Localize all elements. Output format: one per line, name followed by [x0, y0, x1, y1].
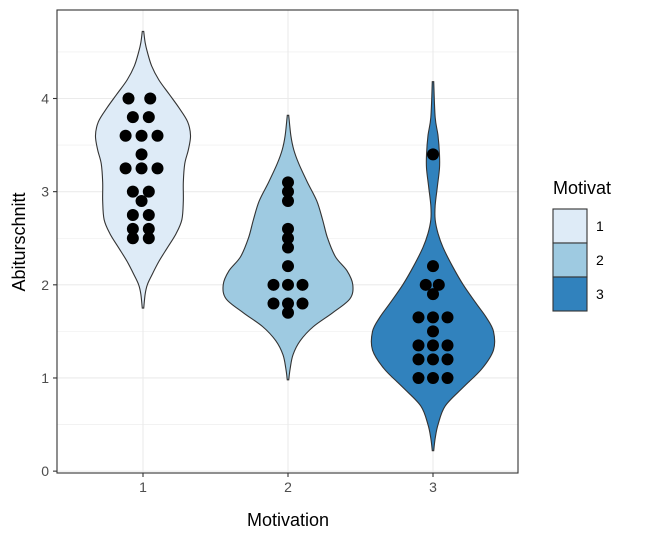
data-point: [427, 371, 439, 384]
data-point: [282, 297, 294, 310]
data-point: [441, 339, 454, 352]
data-point: [142, 111, 155, 124]
legend-label-2: 2: [596, 252, 604, 268]
data-point: [126, 111, 139, 124]
data-point: [419, 278, 432, 291]
data-point: [142, 208, 155, 221]
data-point: [126, 232, 139, 245]
point-layer: [119, 92, 454, 384]
x-tick-label: 2: [284, 479, 292, 495]
data-point: [427, 325, 439, 338]
data-point: [427, 353, 439, 366]
data-point: [282, 176, 294, 189]
data-point: [144, 92, 157, 105]
data-point: [412, 311, 425, 324]
data-point: [126, 208, 139, 221]
data-point: [282, 222, 294, 235]
data-point: [126, 185, 139, 198]
y-tick-label: 1: [41, 370, 49, 386]
data-point: [412, 353, 425, 366]
y-axis-title: Abiturschnitt: [9, 192, 29, 291]
legend-label-1: 1: [596, 218, 604, 234]
legend-items: 1 2 3: [552, 208, 604, 312]
legend-label-3: 3: [596, 286, 604, 302]
data-point: [135, 129, 148, 142]
x-tick-label: 1: [139, 479, 147, 495]
data-point: [119, 162, 132, 175]
legend-key-2: [552, 242, 588, 278]
data-point: [427, 260, 439, 273]
data-point: [151, 129, 164, 142]
y-tick-label: 3: [41, 184, 49, 200]
data-point: [282, 278, 294, 291]
data-point: [135, 148, 148, 161]
data-point: [282, 185, 294, 198]
data-point: [296, 278, 309, 291]
data-point: [142, 222, 155, 235]
data-point: [427, 288, 439, 301]
legend-title: Motivat: [553, 178, 611, 198]
x-tick-label: 3: [429, 479, 437, 495]
x-axis-title: Motivation: [247, 510, 329, 530]
data-point: [142, 185, 155, 198]
data-point: [412, 371, 425, 384]
y-tick-label: 2: [41, 277, 49, 293]
y-tick-label: 0: [41, 463, 49, 479]
data-point: [282, 232, 294, 245]
legend-key-3: [552, 276, 588, 312]
data-point: [267, 278, 280, 291]
data-point: [282, 194, 294, 207]
data-point: [122, 92, 135, 105]
data-point: [441, 311, 454, 324]
data-point: [432, 278, 445, 291]
legend: Motivat 1 2 3: [552, 178, 611, 312]
data-point: [412, 339, 425, 352]
data-point: [142, 232, 155, 245]
data-point: [282, 260, 294, 273]
data-point: [441, 353, 454, 366]
data-point: [441, 371, 454, 384]
data-point: [135, 194, 148, 207]
data-point: [427, 148, 439, 161]
data-point: [151, 162, 164, 175]
data-point: [267, 297, 280, 310]
y-tick-label: 4: [41, 91, 49, 107]
data-point: [296, 297, 309, 310]
axis-layer: 0 1 2 3 4 1 2 3: [41, 91, 437, 495]
data-point: [427, 311, 439, 324]
data-point: [427, 339, 439, 352]
data-point: [126, 222, 139, 235]
data-point: [135, 162, 148, 175]
data-point: [282, 241, 294, 254]
data-point: [119, 129, 132, 142]
data-point: [282, 306, 294, 319]
legend-key-1: [552, 208, 588, 244]
